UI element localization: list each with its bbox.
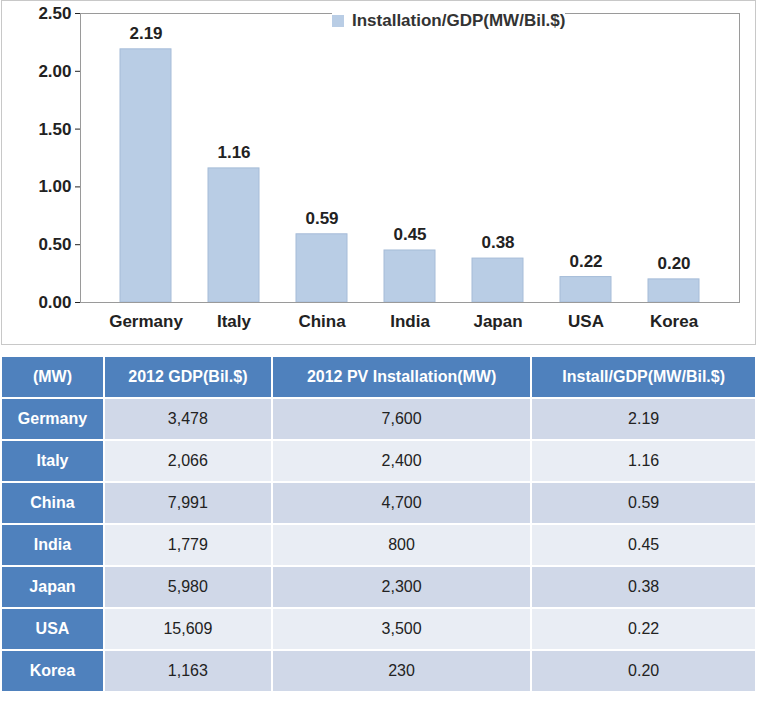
svg-text:0.00: 0.00 <box>38 293 71 312</box>
html-text:0.22: 0.22 <box>628 620 660 637</box>
svg-text:0.20: 0.20 <box>657 254 690 273</box>
html-text:2012 PV Installation(MW): 2012 PV Installation(MW) <box>306 368 497 385</box>
html-text:4,700: 4,700 <box>381 494 422 511</box>
html-text:15,609: 15,609 <box>163 620 213 637</box>
html-text:7,991: 7,991 <box>167 494 208 511</box>
html-text:Italy: Italy <box>36 452 69 469</box>
html-text:0.45: 0.45 <box>628 536 660 553</box>
html-text:3,500: 3,500 <box>381 620 422 637</box>
svg-text:2.00: 2.00 <box>38 62 71 81</box>
svg-text:0.45: 0.45 <box>393 225 426 244</box>
html-text:Japan: Japan <box>29 578 76 595</box>
svg-text:1.16: 1.16 <box>217 143 250 162</box>
html-text:800: 800 <box>388 536 415 553</box>
html-text:2,300: 2,300 <box>381 578 422 595</box>
svg-text:Italy: Italy <box>217 312 252 331</box>
html-text:1,779: 1,779 <box>167 536 208 553</box>
svg-text:0.22: 0.22 <box>569 252 602 271</box>
html-text:7,600: 7,600 <box>381 410 422 427</box>
html-text:Germany: Germany <box>17 410 88 427</box>
html-text:2012 GDP(Bil.$): 2012 GDP(Bil.$) <box>128 368 248 385</box>
html-text:Install/GDP(MW/Bil.$): Install/GDP(MW/Bil.$) <box>562 368 725 385</box>
html-text:2.19: 2.19 <box>628 410 660 427</box>
html-text:Korea: Korea <box>29 662 76 679</box>
svg-text:USA: USA <box>568 312 604 331</box>
svg-text:Germany: Germany <box>109 312 183 331</box>
html-text:India: India <box>33 536 72 553</box>
html-text:0.20: 0.20 <box>628 662 660 679</box>
html-text:230: 230 <box>388 662 415 679</box>
svg-text:Korea: Korea <box>650 312 699 331</box>
html-text:USA: USA <box>35 620 70 637</box>
html-text:3,478: 3,478 <box>167 410 208 427</box>
html-text:2,400: 2,400 <box>381 452 422 469</box>
svg-text:China: China <box>298 312 346 331</box>
svg-text:2.19: 2.19 <box>129 24 162 43</box>
html-text:Installation/GDP(MW/Bil.$): Installation/GDP(MW/Bil.$) <box>352 11 566 30</box>
html-text:2,066: 2,066 <box>167 452 208 469</box>
html-text:(MW): (MW) <box>32 368 72 385</box>
svg-text:0.38: 0.38 <box>481 233 514 252</box>
svg-text:1.00: 1.00 <box>38 177 71 196</box>
html-text:1,163: 1,163 <box>167 662 208 679</box>
html-text:0.38: 0.38 <box>628 578 660 595</box>
svg-text:0.59: 0.59 <box>305 209 338 228</box>
html-text:China: China <box>30 494 75 511</box>
html-text:5,980: 5,980 <box>167 578 208 595</box>
svg-text:0.50: 0.50 <box>38 235 71 254</box>
svg-text:Japan: Japan <box>473 312 522 331</box>
svg-text:2.50: 2.50 <box>38 4 71 23</box>
svg-text:1.50: 1.50 <box>38 120 71 139</box>
svg-text:India: India <box>390 312 430 331</box>
html-text:0.59: 0.59 <box>628 494 660 511</box>
html-text:1.16: 1.16 <box>628 452 660 469</box>
